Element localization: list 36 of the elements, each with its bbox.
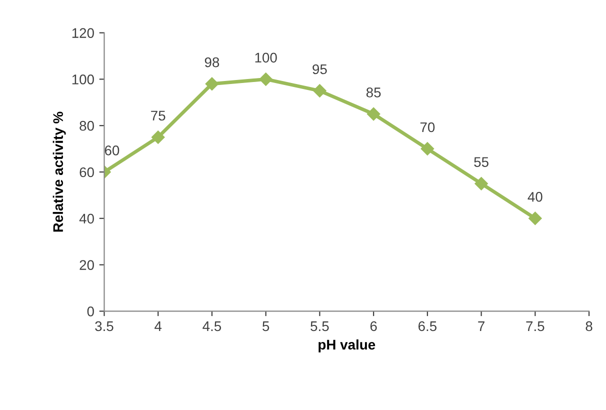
y-tick-label: 0 <box>87 306 94 316</box>
point <box>528 212 542 225</box>
data-label: 55 <box>474 157 488 167</box>
x-tick-label: 8 <box>586 321 592 332</box>
point <box>152 130 165 144</box>
point <box>259 72 272 86</box>
y-tick-label: 100 <box>72 74 94 84</box>
data-label: 95 <box>312 64 327 74</box>
data-label: 60 <box>104 146 120 156</box>
y-tick-label: 80 <box>80 120 94 131</box>
point <box>313 84 326 98</box>
point <box>420 142 434 156</box>
x-tick-label: 5.5 <box>310 321 329 332</box>
y-tick-label: 40 <box>79 214 94 224</box>
data-label: 98 <box>204 57 220 68</box>
y-axis-title: Relative activity % <box>52 112 66 232</box>
data-label: 75 <box>151 110 166 121</box>
x-tick-label: 3.5 <box>95 321 114 332</box>
x-tick-label: 7 <box>478 321 484 331</box>
x-tick-label: 7.5 <box>526 321 544 332</box>
data-label: 40 <box>528 192 542 202</box>
data-label: 70 <box>420 122 435 132</box>
point <box>366 107 380 121</box>
x-tick-label: 6 <box>370 321 377 332</box>
data-label: 100 <box>255 52 277 63</box>
x-tick-label: 5 <box>262 321 270 332</box>
x-tick-label: 4 <box>154 321 162 331</box>
y-tick-label: 120 <box>72 28 94 38</box>
x-axis-title: pH value <box>318 339 376 352</box>
point <box>474 177 488 190</box>
data-label: 85 <box>366 88 381 98</box>
y-tick-label: 60 <box>80 167 94 178</box>
x-tick-label: 6.5 <box>418 321 437 332</box>
y-tick-label: 20 <box>80 260 94 270</box>
point <box>205 77 219 90</box>
x-tick-label: 4.5 <box>202 321 222 332</box>
